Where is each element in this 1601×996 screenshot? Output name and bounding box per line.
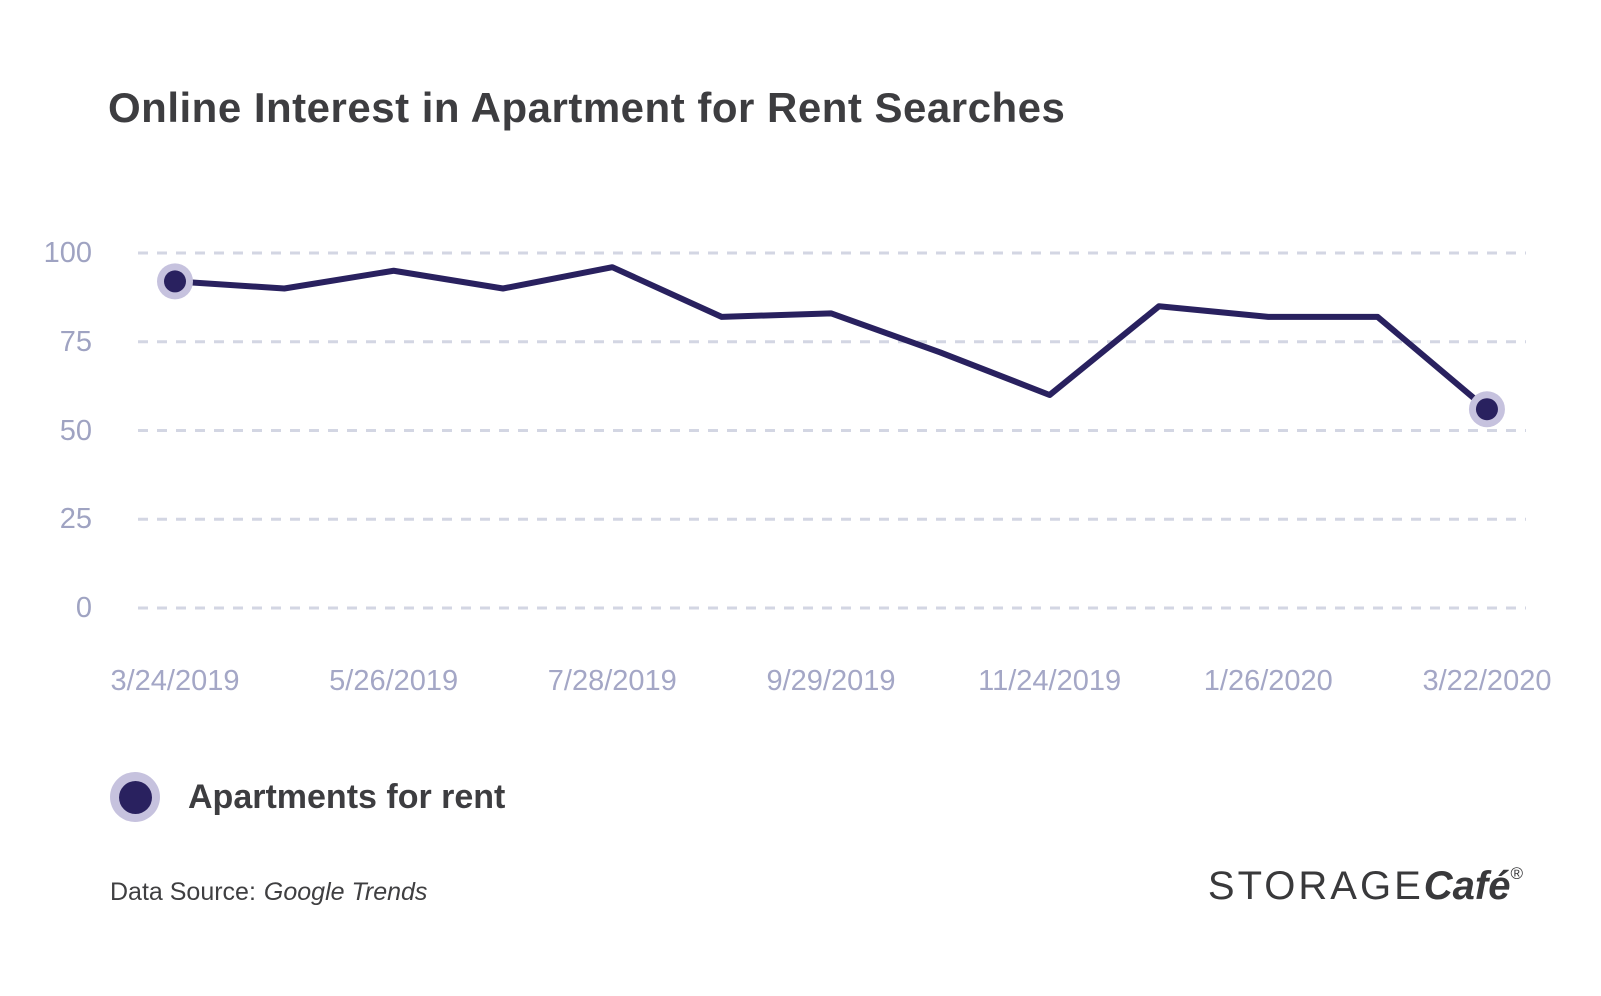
data-point-dot: [164, 270, 186, 293]
data-source: Data Source: Google Trends: [110, 878, 427, 907]
data-point-dot: [1475, 398, 1498, 421]
data-source-prefix: Data Source:: [110, 878, 256, 906]
legend-series-dot-inner: [118, 780, 152, 814]
storagecafe-logo: STORAGECafé®: [1208, 864, 1523, 909]
data-source-name: Google Trends: [263, 878, 428, 906]
legend-label: Apartments for rent: [188, 777, 506, 816]
legend: Apartments for rent: [110, 772, 505, 822]
series-line: [172, 264, 1490, 413]
registered-trademark-icon: ®: [1510, 864, 1523, 883]
legend-series-dot-icon: [110, 772, 160, 822]
logo-storage-text: STORAGE: [1207, 864, 1424, 908]
logo-cafe-text: Café: [1423, 864, 1511, 908]
chart-title: Online Interest in Apartment for Rent Se…: [108, 84, 1066, 131]
